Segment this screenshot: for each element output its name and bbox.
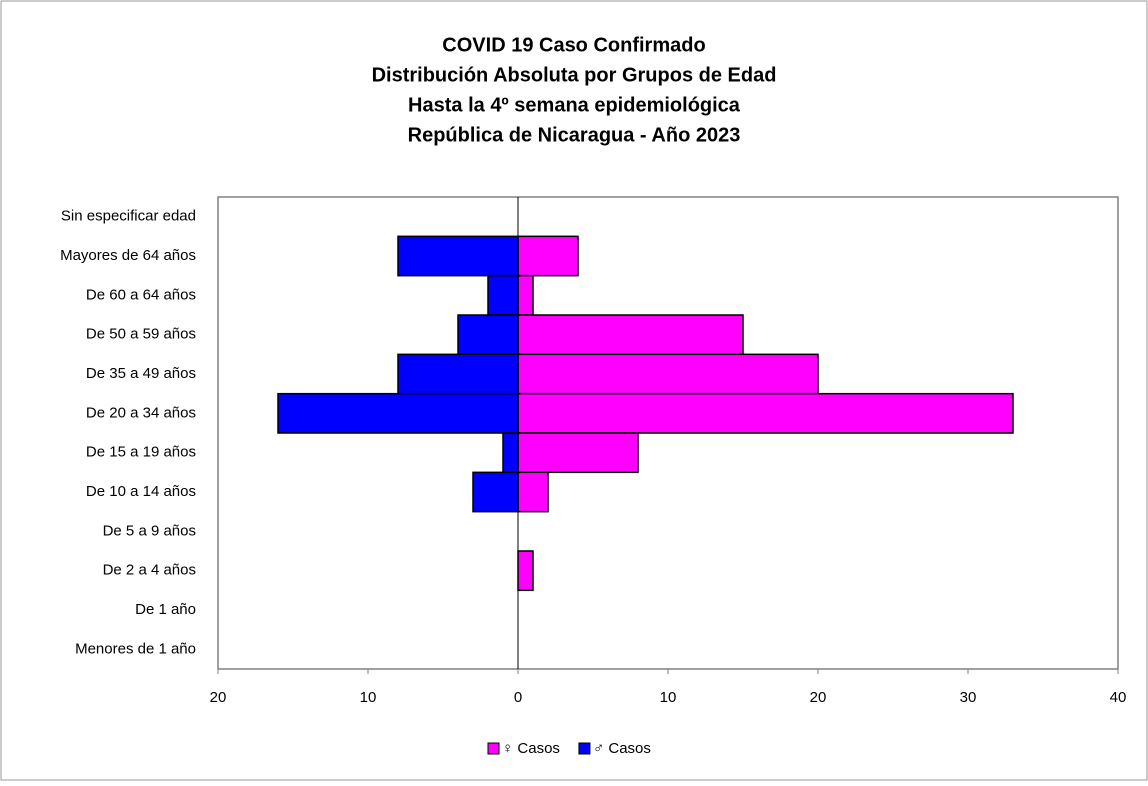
- y-tick-label: De 1 año: [135, 601, 196, 618]
- x-tick-label: 10: [660, 689, 677, 706]
- bar: [517, 392, 1014, 434]
- bar: [517, 432, 639, 474]
- bar: [277, 392, 519, 434]
- chart-title: República de Nicaragua - Año 2023: [408, 124, 741, 146]
- x-tick-label: 30: [960, 689, 977, 706]
- y-tick-label: De 35 a 49 años: [86, 365, 196, 382]
- y-tick-label: Menores de 1 año: [75, 640, 196, 657]
- legend-swatch: [578, 742, 591, 755]
- bar: [517, 314, 744, 356]
- x-tick-label: 40: [1110, 689, 1127, 706]
- bar: [517, 235, 579, 277]
- x-tick-label: 10: [360, 689, 377, 706]
- bar: [517, 353, 819, 395]
- bar: [517, 471, 549, 513]
- bar: [502, 432, 519, 474]
- y-tick-label: De 50 a 59 años: [86, 326, 196, 343]
- x-tick-label: 0: [514, 689, 522, 706]
- y-tick-label: De 15 a 19 años: [86, 444, 196, 461]
- legend-swatch: [487, 742, 500, 755]
- legend-label: ♀ Casos: [502, 740, 560, 757]
- bar: [517, 274, 534, 316]
- bar: [397, 235, 519, 277]
- bar: [487, 274, 519, 316]
- bar: [517, 550, 534, 592]
- y-tick-label: De 60 a 64 años: [86, 286, 196, 303]
- x-tick-label: 20: [810, 689, 827, 706]
- y-tick-label: De 20 a 34 años: [86, 404, 196, 421]
- y-tick-label: De 5 a 9 años: [103, 522, 196, 539]
- bar: [457, 314, 519, 356]
- chart-title: Distribución Absoluta por Grupos de Edad: [372, 64, 777, 86]
- y-tick-label: Mayores de 64 años: [60, 247, 196, 264]
- bar: [472, 471, 519, 513]
- chart-title: COVID 19 Caso Confirmado: [442, 34, 705, 56]
- y-tick-label: De 2 a 4 años: [103, 562, 196, 579]
- y-tick-label: De 10 a 14 años: [86, 483, 196, 500]
- chart-title: Hasta la 4º semana epidemiológica: [408, 94, 741, 116]
- x-tick-label: 20: [210, 689, 227, 706]
- bar: [397, 353, 519, 395]
- legend-label: ♂ Casos: [593, 740, 651, 757]
- y-tick-label: Sin especificar edad: [61, 208, 196, 225]
